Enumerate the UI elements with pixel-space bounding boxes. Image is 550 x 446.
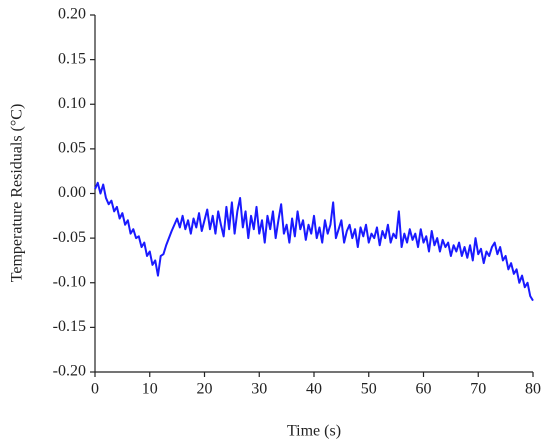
y-tick-label: 0.15 [58,50,86,67]
y-tick-label: -0.10 [53,273,86,290]
y-tick-label: -0.20 [53,363,86,380]
x-axis-label: Time (s) [287,423,341,440]
x-tick-label: 40 [306,381,322,398]
y-axis-label: Temperature Residuals (°C) [9,104,26,283]
y-tick-label: 0.20 [58,6,86,23]
x-tick-label: 60 [416,381,432,398]
y-tick-label: 0.05 [58,140,86,157]
y-tick-label: 0.00 [58,184,86,201]
x-tick-label: 10 [142,381,158,398]
x-tick-label: 0 [91,381,99,398]
x-tick-label: 20 [197,381,213,398]
y-tick-label: -0.15 [53,318,86,335]
y-tick-label: -0.05 [53,229,86,246]
y-tick-label: 0.10 [58,95,86,112]
data-line [94,181,534,302]
x-tick-label: 80 [525,381,541,398]
x-tick-label: 30 [251,381,267,398]
x-tick-label: 50 [361,381,377,398]
x-tick-label: 70 [470,381,486,398]
